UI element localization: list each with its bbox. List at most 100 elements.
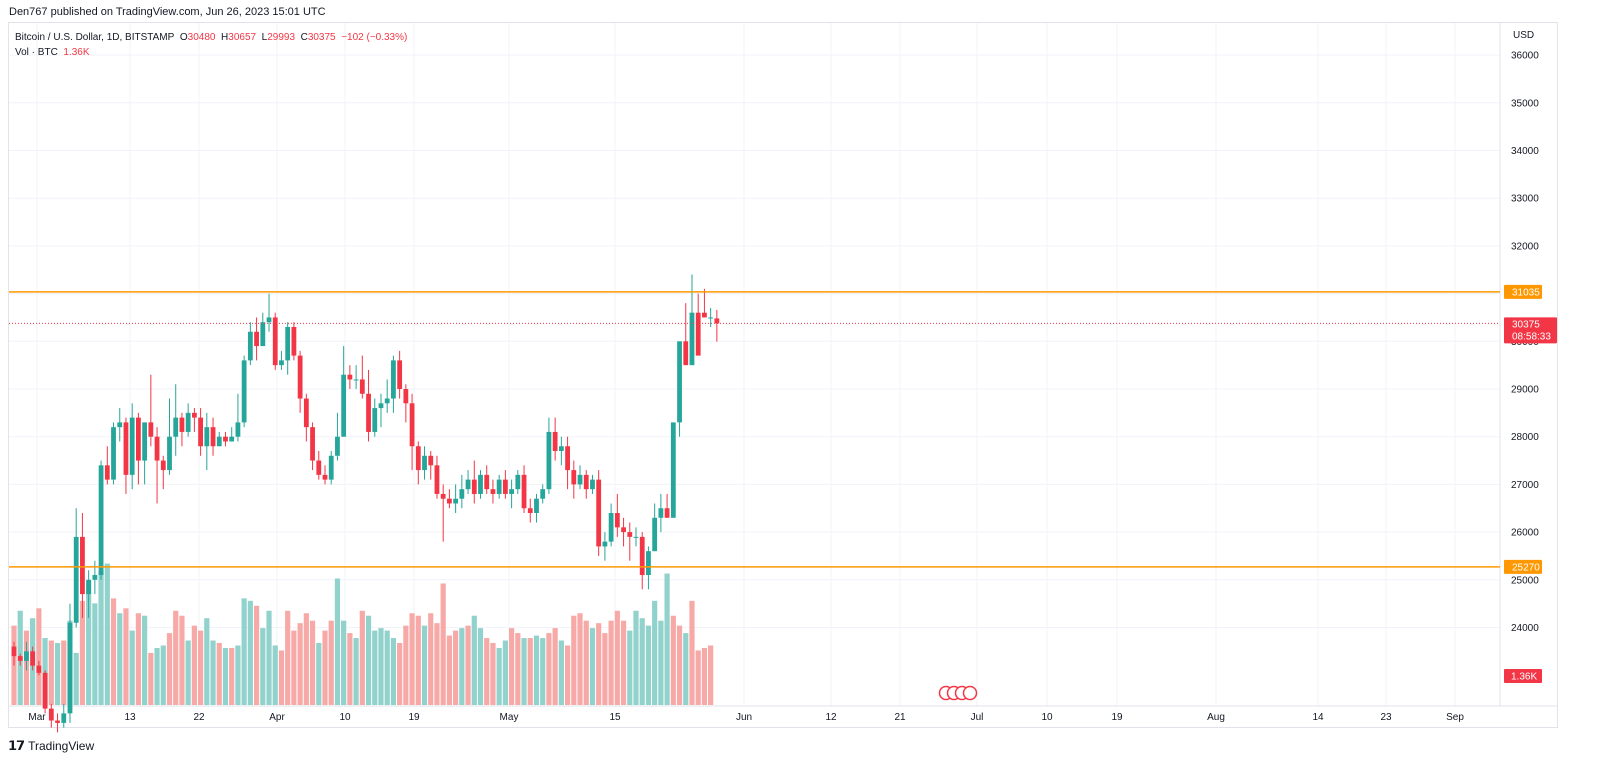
volume-bar <box>48 640 54 705</box>
volume-bar <box>179 615 185 705</box>
candle-body <box>73 536 79 623</box>
candle-body <box>683 341 689 366</box>
candle-body <box>353 379 359 381</box>
publish-caption: Den767 published on TradingView.com, Jun… <box>9 6 326 18</box>
candle-body <box>30 651 36 666</box>
x-tick-label: Jul <box>971 712 984 723</box>
volume-bar <box>701 647 708 705</box>
volume-bar <box>484 638 490 705</box>
x-tick-label: Apr <box>269 712 285 723</box>
candle-body <box>254 331 259 347</box>
x-tick-label: 14 <box>1312 712 1324 723</box>
volume-bar <box>61 640 67 705</box>
volume-bar <box>583 620 589 705</box>
candle-body <box>415 446 421 471</box>
volume-bar <box>142 615 148 705</box>
y-tick-label: 34000 <box>1511 146 1539 157</box>
candle-body <box>347 374 353 380</box>
volume-bar <box>272 645 278 705</box>
candle-body <box>646 551 651 576</box>
x-tick-label: 15 <box>609 712 621 723</box>
volume-bar <box>652 600 658 705</box>
candle-body <box>434 465 440 494</box>
price-legend-row[interactable]: Bitcoin / U.S. Dollar, 1D, BITSTAMP O304… <box>15 30 407 45</box>
volume-bar <box>421 625 428 705</box>
x-tick-label: 19 <box>1111 712 1123 723</box>
volume-bar <box>229 647 235 705</box>
x-tick-label: 12 <box>825 712 837 723</box>
volume-bar <box>123 608 129 705</box>
candle-body <box>11 646 17 657</box>
candle-body <box>459 489 465 499</box>
candle-body <box>241 360 247 423</box>
level-tag-label: 25270 <box>1512 562 1540 573</box>
candle-body <box>391 360 396 399</box>
volume-bar <box>36 608 42 705</box>
y-tick-label: 32000 <box>1511 241 1539 252</box>
last-price-tag <box>1504 317 1557 344</box>
candle-body <box>198 417 203 447</box>
candle-body <box>534 498 539 514</box>
candle-body <box>552 431 558 452</box>
volume-bar <box>571 615 577 705</box>
candle-body <box>478 474 483 494</box>
volume-bar <box>79 600 86 705</box>
volume-bar <box>378 628 384 705</box>
candle-body <box>577 474 583 485</box>
volume-bar <box>645 625 652 705</box>
candle-body <box>689 312 695 366</box>
candle-body <box>546 431 552 490</box>
candle-body <box>160 460 166 471</box>
volume-bar <box>235 645 241 705</box>
volume-bar <box>608 620 614 705</box>
candle-body <box>590 479 595 490</box>
candle-body <box>658 508 664 518</box>
volume-bar <box>471 615 477 705</box>
volume-bar <box>260 628 266 705</box>
candle-body <box>303 398 309 428</box>
volume-bar <box>285 610 291 705</box>
volume-bar <box>708 645 714 705</box>
y-tick-label: 29000 <box>1511 385 1539 396</box>
candle-body <box>422 455 427 471</box>
volume-bar <box>509 628 515 705</box>
volume-bar <box>664 573 670 705</box>
volume-bar <box>434 623 440 705</box>
volume-bar <box>104 563 110 705</box>
close-key: C <box>300 32 308 43</box>
volume-bar <box>695 650 701 705</box>
candle-body <box>173 417 179 437</box>
candle-body <box>465 479 471 490</box>
candle-body <box>310 427 315 461</box>
volume-legend-row[interactable]: Vol · BTC 1.36K <box>15 45 407 60</box>
volume-bar <box>372 630 378 705</box>
volume-bar <box>73 652 79 705</box>
level-tag <box>1504 559 1542 574</box>
candle-body <box>123 422 129 475</box>
x-tick-label: Sep <box>1446 712 1464 723</box>
volume-bar <box>166 633 173 705</box>
volume-bar <box>627 630 633 705</box>
candle-body <box>61 713 67 723</box>
volume-bar <box>173 610 179 705</box>
candle-body <box>142 422 148 461</box>
footer-brand[interactable]: 𝟭𝟳 TradingView <box>8 738 94 754</box>
candle-body <box>614 513 620 528</box>
candle-body <box>378 403 384 409</box>
candle-body <box>403 389 409 404</box>
candle-body <box>471 479 477 494</box>
candle-body <box>664 508 670 518</box>
candle-body <box>633 536 639 538</box>
volume-bar <box>198 630 204 705</box>
volume-bar <box>129 630 135 705</box>
candle-body <box>384 398 390 404</box>
candle-body <box>527 508 533 514</box>
currency-label: USD <box>1513 30 1534 41</box>
candle-body <box>316 460 322 475</box>
candle-body <box>185 412 191 432</box>
x-tick-label: 10 <box>339 712 351 723</box>
candle-body <box>409 403 415 447</box>
volume-bar <box>309 620 316 705</box>
volume-bar <box>415 615 421 705</box>
